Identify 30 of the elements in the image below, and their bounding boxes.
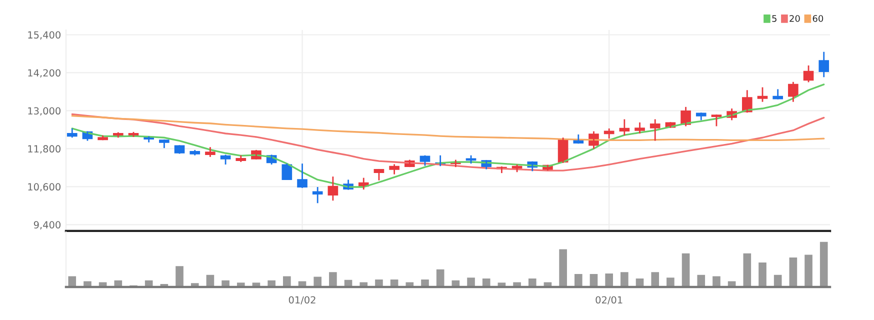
candlestick [190, 149, 200, 156]
candlestick [757, 86, 768, 103]
legend-label: 5 [772, 15, 776, 22]
candlestick [389, 164, 400, 176]
candlestick [236, 154, 246, 163]
x-tick-label: 01/02 [288, 296, 316, 304]
x-tick-label: 02/01 [596, 296, 622, 304]
candlestick [312, 186, 323, 204]
y-tick-label: 11,800 [28, 145, 60, 154]
candlestick [650, 118, 660, 142]
candlestick [205, 146, 216, 158]
candlestick [711, 114, 722, 127]
candlestick [374, 168, 384, 182]
candlestick [696, 112, 706, 121]
candlestick [604, 128, 614, 140]
y-tick-label: 13,000 [28, 107, 60, 116]
candlestick [98, 134, 108, 141]
candlestick [220, 154, 231, 166]
y-tick-label: 14,200 [28, 69, 60, 78]
y-tick-label: 10,600 [28, 183, 60, 192]
y-tick-label: 9,400 [34, 221, 60, 230]
candlestick [297, 162, 308, 189]
candlestick [634, 122, 645, 134]
line-series [71, 84, 825, 188]
line-series [71, 113, 825, 172]
candlestick [420, 154, 430, 166]
legend-label: 60 [812, 15, 824, 22]
y-tick-label: 15,400 [28, 31, 60, 40]
candlestick [159, 138, 170, 149]
legend-label: 20 [790, 15, 800, 22]
